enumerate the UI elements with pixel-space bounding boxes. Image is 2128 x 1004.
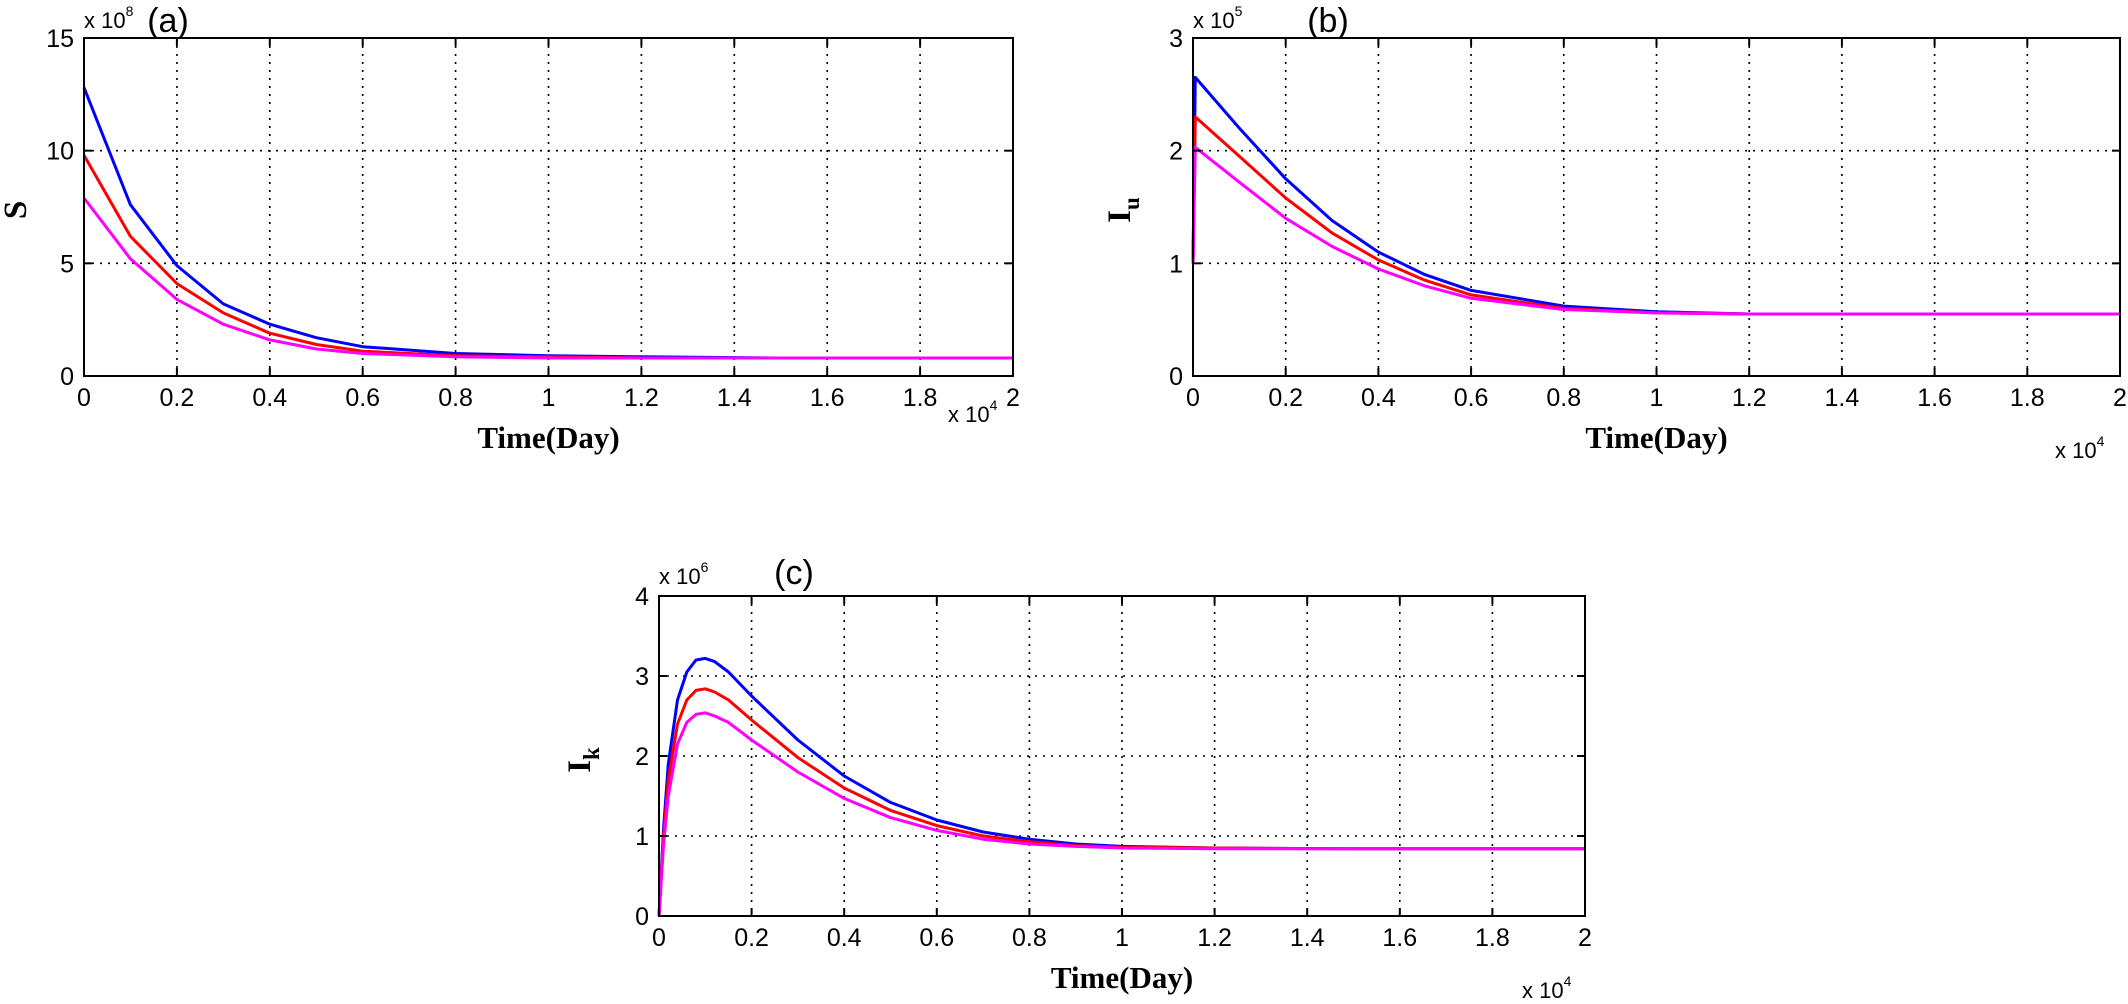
- x-tick-label: 1: [542, 384, 556, 412]
- x-tick-label: 0.8: [1012, 924, 1047, 952]
- x-multiplier-exponent: 4: [990, 397, 998, 413]
- y-tick-label: 1: [1169, 250, 1183, 278]
- x-tick-label: 1.8: [1475, 924, 1510, 952]
- x-tick-label: 0.6: [345, 384, 380, 412]
- y-multiplier-exponent: 8: [126, 3, 134, 19]
- panel-label: (c): [774, 554, 814, 592]
- x-tick-label: 1: [1115, 924, 1129, 952]
- y-tick-label: 0: [635, 903, 649, 931]
- y-multiplier: x 108: [84, 3, 134, 33]
- x-tick-label: 1.8: [2010, 384, 2045, 412]
- x-tick-label: 0.6: [1454, 384, 1489, 412]
- y-multiplier-base: x 10: [659, 564, 701, 589]
- panel-label: (a): [147, 2, 189, 40]
- x-tick-label: 2: [2113, 384, 2127, 412]
- x-tick-label: 1.6: [1917, 384, 1952, 412]
- series-line-2: [1191, 145, 2120, 316]
- x-tick-label: 0.4: [1361, 384, 1396, 412]
- y-axis-label-main: S: [0, 201, 34, 219]
- y-tick-label: 2: [1169, 138, 1183, 166]
- y-multiplier-exponent: 5: [1235, 3, 1243, 19]
- y-tick-label: 10: [46, 138, 74, 166]
- panel-label: (b): [1307, 2, 1349, 40]
- panel-c: 0 0.2 0.4 0.6 0.8 1 1.2 1.4 1.6 1.8 2 0 1 2 3 4 Time(Day…: [562, 554, 1592, 1003]
- x-tick-label: 1.2: [624, 384, 659, 412]
- x-tick-label: 1.8: [903, 384, 938, 412]
- y-tick-label: 3: [1169, 25, 1183, 53]
- x-multiplier-base: x 10: [948, 402, 990, 427]
- y-multiplier: x 105: [1193, 3, 1243, 33]
- x-tick-label: 0.2: [1268, 384, 1303, 412]
- x-tick-label: 2: [1006, 384, 1020, 412]
- x-tick-label: 0.8: [438, 384, 473, 412]
- x-tick-label: 1.2: [1197, 924, 1232, 952]
- x-tick-label: 1: [1650, 384, 1664, 412]
- x-tick-label: 0.6: [919, 924, 954, 952]
- y-multiplier: x 106: [659, 559, 709, 589]
- x-tick-label: 0: [1186, 384, 1200, 412]
- y-axis-label: Ik: [562, 747, 604, 773]
- series-line-2: [657, 711, 1585, 917]
- y-axis-label: Iu: [1102, 197, 1144, 223]
- x-tick-label: 0.2: [734, 924, 769, 952]
- series-line-2: [82, 197, 1013, 360]
- x-tick-label: 0.2: [160, 384, 195, 412]
- y-axis-label-main: I: [1102, 210, 1138, 223]
- y-tick-label: 0: [60, 363, 74, 391]
- series-line-1: [657, 687, 1585, 917]
- panel-a: 0 0.2 0.4 0.6 0.8 1 1.2 1.4 1.6 1.8 2 0 5 10 15 Time(Da…: [0, 2, 1020, 455]
- y-multiplier-base: x 10: [84, 8, 126, 33]
- y-axis-label-subscript: u: [1119, 197, 1144, 210]
- panel-b: 0 0.2 0.4 0.6 0.8 1 1.2 1.4 1.6 1.8 2 0 1 2 3 Time(Day)…: [1102, 2, 2127, 463]
- x-axis-label: Time(Day): [1051, 960, 1193, 995]
- y-axis-label-subscript: k: [579, 747, 604, 760]
- x-multiplier-exponent: 4: [1564, 973, 1572, 989]
- x-tick-label: 0.4: [252, 384, 287, 412]
- x-multiplier-base: x 10: [2055, 438, 2097, 463]
- y-tick-label: 15: [46, 25, 74, 53]
- x-multiplier-exponent: 4: [2097, 433, 2105, 449]
- y-axis-label-main: I: [562, 760, 598, 773]
- y-tick-label: 5: [60, 250, 74, 278]
- y-tick-label: 2: [635, 743, 649, 771]
- y-tick-label: 0: [1169, 363, 1183, 391]
- x-tick-label: 2: [1578, 924, 1592, 952]
- y-axis-label: S: [0, 201, 34, 219]
- x-tick-label: 0.8: [1546, 384, 1581, 412]
- x-multiplier-base: x 10: [1522, 978, 1564, 1003]
- y-multiplier-base: x 10: [1193, 8, 1235, 33]
- y-tick-label: 1: [635, 823, 649, 851]
- x-tick-label: 0.4: [827, 924, 862, 952]
- x-tick-label: 1.6: [1382, 924, 1417, 952]
- x-multiplier: x 104: [2055, 433, 2105, 463]
- x-tick-label: 1.4: [717, 384, 752, 412]
- x-tick-label: 1.6: [810, 384, 845, 412]
- y-tick-label: 3: [635, 663, 649, 691]
- y-multiplier-exponent: 6: [701, 559, 709, 575]
- x-tick-label: 0: [77, 384, 91, 412]
- x-axis-label: Time(Day): [1585, 420, 1727, 455]
- x-tick-label: 1.2: [1732, 384, 1767, 412]
- x-multiplier: x 104: [948, 397, 998, 427]
- x-multiplier: x 104: [1522, 973, 1572, 1003]
- x-tick-label: 0: [652, 924, 666, 952]
- x-tick-label: 1.4: [1290, 924, 1325, 952]
- x-axis-label: Time(Day): [477, 420, 619, 455]
- y-tick-label: 4: [635, 583, 649, 611]
- x-tick-label: 1.4: [1825, 384, 1860, 412]
